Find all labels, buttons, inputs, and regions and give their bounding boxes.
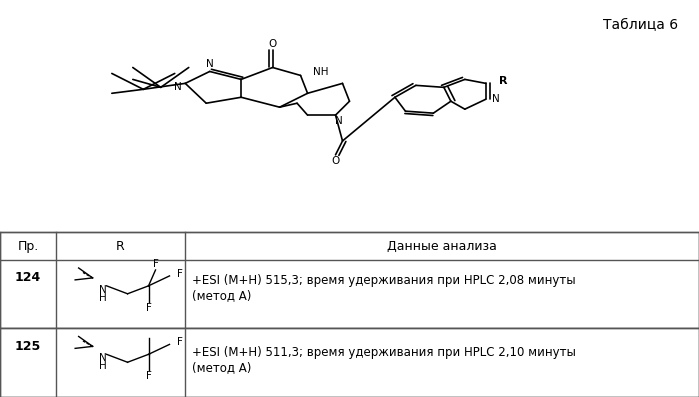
- Text: F: F: [177, 269, 183, 279]
- Text: Таблица 6: Таблица 6: [603, 18, 678, 32]
- Bar: [0, 328, 699, 397]
- Text: F: F: [152, 259, 159, 269]
- Text: N: N: [174, 82, 182, 93]
- Text: N: N: [99, 285, 107, 295]
- Text: N: N: [206, 58, 214, 69]
- Text: Данные анализа: Данные анализа: [387, 240, 497, 252]
- Text: +ESI (M+H) 511,3; время удерживания при HPLC 2,10 минуты
(метод A): +ESI (M+H) 511,3; время удерживания при …: [192, 346, 576, 374]
- Bar: [0, 232, 699, 328]
- Text: 124: 124: [15, 272, 41, 284]
- Text: F: F: [177, 337, 183, 347]
- Text: N: N: [335, 116, 343, 126]
- Text: Пр.: Пр.: [17, 240, 38, 252]
- Text: O: O: [268, 39, 277, 49]
- Text: +ESI (M+H) 515,3; время удерживания при HPLC 2,08 минуты
(метод A): +ESI (M+H) 515,3; время удерживания при …: [192, 274, 576, 302]
- Text: 125: 125: [15, 340, 41, 353]
- Text: R: R: [499, 76, 507, 87]
- Text: NH: NH: [313, 67, 329, 77]
- Text: N: N: [492, 94, 500, 104]
- Text: R: R: [116, 240, 125, 252]
- Text: F: F: [145, 303, 152, 313]
- Text: N: N: [99, 353, 107, 363]
- Text: F: F: [145, 371, 152, 381]
- Text: H: H: [99, 361, 107, 371]
- Text: O: O: [331, 156, 340, 166]
- Text: H: H: [99, 293, 107, 303]
